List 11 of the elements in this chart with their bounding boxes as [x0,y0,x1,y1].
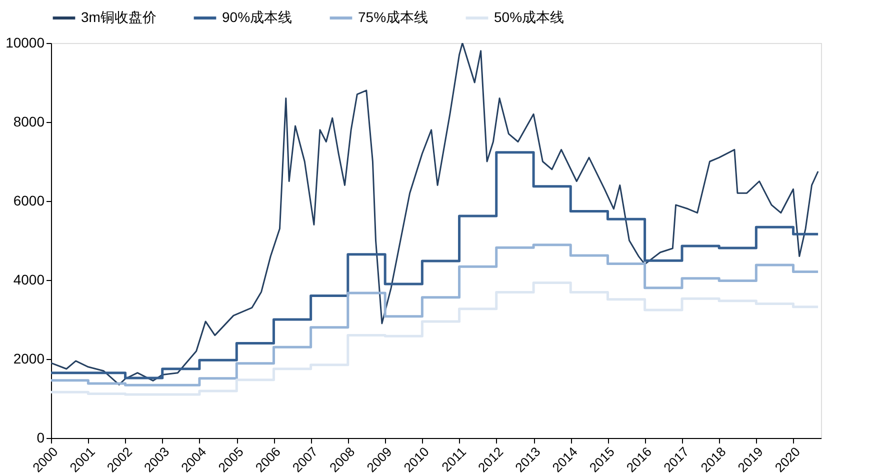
y-tick-label: 8000 [13,114,45,130]
legend-label: 50%成本线 [494,9,564,25]
y-tick-label: 0 [36,430,45,446]
legend-label: 75%成本线 [358,9,428,25]
y-tick-label: 10000 [6,34,45,50]
y-tick-label: 6000 [13,192,45,208]
y-tick-label: 2000 [13,350,45,366]
legend-label: 3m铜收盘价 [81,9,156,25]
y-tick-label: 4000 [13,272,45,288]
line-series [51,43,819,386]
legend-label: 90%成本线 [222,9,292,25]
